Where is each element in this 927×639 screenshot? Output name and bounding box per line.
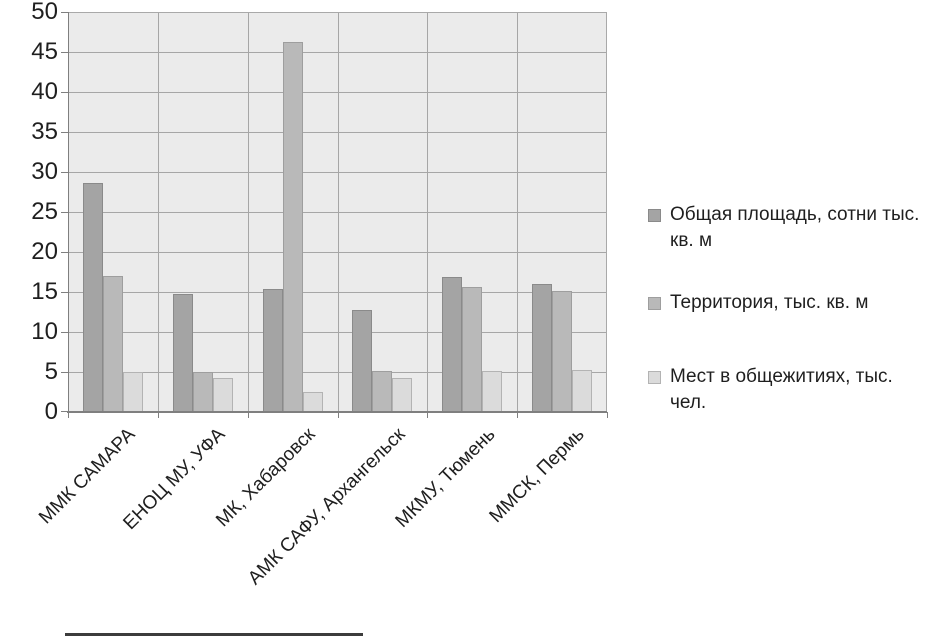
legend-label: Мест в общежитиях, тыс. чел. [670,366,893,413]
x-axis-tick [247,412,249,418]
bar-s3-c4 [392,377,413,412]
bar-s2-c6 [552,291,573,412]
bottom-edge-line [65,633,363,636]
y-axis-tick [61,292,68,293]
bar-s2-c5 [462,287,483,412]
gridline-vertical [517,13,519,411]
y-axis-tick [61,132,68,133]
gridline-vertical [247,13,249,411]
bar-s1-c5 [442,276,463,412]
bar-s3-c3 [302,392,323,412]
bar-s3-c6 [572,370,593,412]
legend-swatch-icon [648,297,661,310]
y-axis-label: 40 [31,78,58,105]
y-axis-label: 30 [31,158,58,185]
legend-item: Общая площадь, сотни тыс. кв. м [648,202,920,254]
bar-s1-c6 [532,284,553,412]
x-axis-tick [68,412,69,418]
x-axis-tick [157,412,159,418]
y-axis-label: 35 [31,118,58,145]
y-axis-tick [61,372,68,373]
y-axis-tick [61,52,68,53]
y-axis-label: 50 [31,0,58,25]
y-axis-label: 25 [31,198,58,225]
y-axis-tick [61,212,68,213]
x-axis-tick [517,412,519,418]
x-axis-tick [607,412,608,418]
y-axis-tick [61,252,68,253]
gridline-vertical [157,13,159,411]
y-axis-label: 0 [44,398,58,425]
gridline-vertical [427,13,429,411]
y-axis-label: 20 [31,238,58,265]
bar-s1-c4 [352,309,373,412]
y-axis-label: 10 [31,318,58,345]
y-axis-tick [61,92,68,93]
bar-s2-c4 [372,371,393,412]
legend: Общая площадь, сотни тыс. кв. м Территори… [648,202,920,416]
legend-label: Общая площадь, сотни тыс. кв. м [670,204,920,251]
legend-label: Территория, тыс. кв. м [670,292,869,313]
bar-s2-c1 [102,276,123,412]
bar-s1-c2 [172,293,193,412]
legend-item: Мест в общежитиях, тыс. чел. [648,364,920,416]
x-axis-tick [337,412,339,418]
y-axis-label: 15 [31,278,58,305]
y-axis-label: 45 [31,38,58,65]
y-axis-label: 5 [44,358,58,385]
y-axis-tick [61,411,68,412]
legend-swatch-icon [648,371,661,384]
bar-s2-c3 [282,41,303,412]
bar-s1-c3 [262,288,283,412]
bar-s3-c2 [212,377,233,412]
bar-s3-c1 [122,372,143,412]
y-axis-tick [61,12,68,13]
x-axis-category-label: АМК САФУ, Архангельск [244,424,410,590]
x-axis-category-label: ММСК, Пермь [485,424,589,528]
legend-item: Территория, тыс. кв. м [648,290,920,316]
x-axis-tick [427,412,429,418]
y-axis-line [68,12,69,412]
bar-s1-c1 [82,183,103,412]
legend-swatch-icon [648,209,661,222]
bar-s3-c5 [482,371,503,412]
gridline-vertical [337,13,339,411]
bar-s2-c2 [192,372,213,412]
y-axis-tick [61,172,68,173]
x-axis-line [67,411,607,413]
y-axis-tick [61,332,68,333]
